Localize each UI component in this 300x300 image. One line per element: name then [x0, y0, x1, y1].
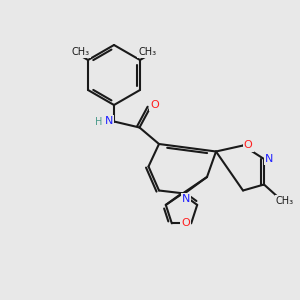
Text: N: N — [104, 116, 113, 127]
Text: O: O — [182, 218, 190, 228]
Text: CH₃: CH₃ — [72, 47, 90, 57]
Text: O: O — [150, 100, 159, 110]
Text: N: N — [265, 154, 273, 164]
Text: H: H — [95, 117, 102, 127]
Text: CH₃: CH₃ — [138, 47, 156, 57]
Text: O: O — [244, 140, 253, 151]
Text: N: N — [182, 194, 190, 204]
Text: CH₃: CH₃ — [276, 196, 294, 206]
